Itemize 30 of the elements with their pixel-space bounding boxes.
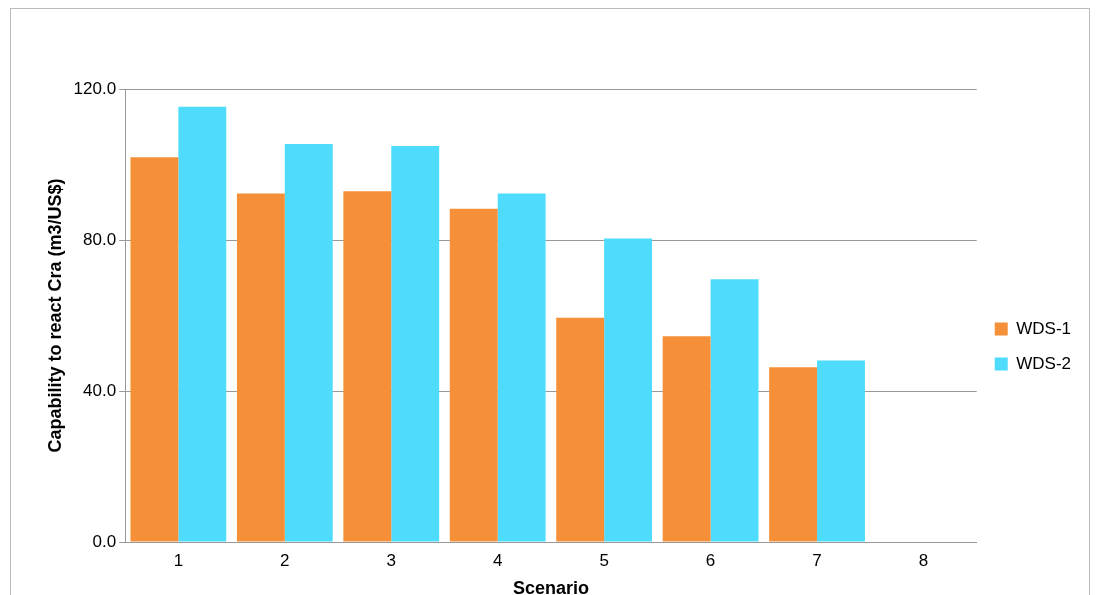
y-tick-label: 80.0 [83,229,117,249]
legend-label: WDS-2 [1016,353,1071,373]
x-tick-label: 7 [812,550,822,570]
bar [449,208,498,542]
x-tick-label: 2 [280,550,290,570]
y-tick-label: 40.0 [83,380,117,400]
bar [662,336,711,542]
bar [284,144,333,542]
x-tick-label: 3 [386,550,396,570]
x-axis-title: Scenario [512,578,589,595]
x-tick-label: 4 [492,550,503,570]
bar [236,193,285,542]
y-axis-title: Capability to react Cra (m3/US$) [44,178,65,453]
y-tick-label: 120.0 [73,78,117,98]
bar [769,367,818,542]
x-tick-label: 1 [173,550,184,570]
bar [817,360,865,542]
bar [604,238,653,542]
legend-label: WDS-1 [1016,318,1071,338]
x-tick-label: 8 [918,550,929,570]
bar [391,146,440,542]
x-tick-label: 6 [705,550,716,570]
bar [343,191,392,542]
y-tick-label: 0.0 [92,531,117,551]
bar [178,106,227,542]
x-tick-label: 5 [599,550,609,570]
bar [497,193,546,542]
bar [130,157,179,542]
bar [710,279,759,542]
bar [556,317,605,542]
